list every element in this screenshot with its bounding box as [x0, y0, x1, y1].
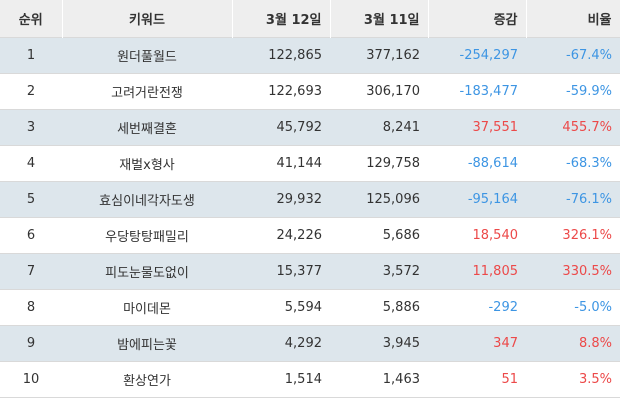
header-ratio: 비율: [526, 0, 620, 37]
table-row: 4 재벌x형사 41,144 129,758 -88,614 -68.3%: [0, 145, 620, 181]
cell-rank: 9: [26, 335, 36, 351]
cell-keyword: 세번째결혼: [117, 121, 177, 137]
cell-date2: 125,096: [366, 191, 420, 207]
cell-date2: 3,572: [382, 263, 420, 279]
cell-rank: 8: [26, 299, 36, 315]
cell-rank: 5: [26, 191, 36, 207]
cell-date1: 45,792: [276, 119, 323, 135]
cell-ratio: 330.5%: [562, 263, 612, 279]
table-row: 6 우당탕탕패밀리 24,226 5,686 18,540 326.1%: [0, 217, 620, 253]
table-row: 5 효심이네각자도생 29,932 125,096 -95,164 -76.1%: [0, 181, 620, 217]
cell-keyword: 고려거란전쟁: [111, 85, 183, 101]
cell-date2: 5,886: [382, 299, 420, 315]
cell-date2: 5,686: [382, 227, 420, 243]
table-row: 9 밤에피는꽃 4,292 3,945 347 8.8%: [0, 325, 620, 361]
cell-date2: 1,463: [382, 371, 420, 387]
header-date2: 3월 11일: [330, 0, 429, 37]
cell-date1: 122,865: [268, 47, 322, 63]
header-row: 순위 키워드 3월 12일 3월 11일 증감 비율: [0, 0, 620, 37]
cell-rank: 2: [26, 83, 36, 99]
cell-keyword: 마이데몬: [123, 301, 171, 317]
table-row: 10 환상연가 1,514 1,463 51 3.5%: [0, 361, 620, 397]
cell-keyword: 피도눈물도없이: [105, 265, 189, 281]
cell-rank: 1: [26, 47, 36, 63]
table-row: 3 세번째결혼 45,792 8,241 37,551 455.7%: [0, 109, 620, 145]
cell-rank: 4: [26, 155, 36, 171]
cell-ratio: 8.8%: [578, 335, 612, 351]
cell-keyword: 환상연가: [123, 373, 171, 389]
cell-diff: -88,614: [467, 155, 518, 171]
cell-diff: 51: [501, 371, 518, 387]
header-rank: 순위: [0, 0, 63, 37]
header-date1: 3월 12일: [232, 0, 331, 37]
cell-ratio: -5.0%: [574, 299, 612, 315]
cell-date2: 8,241: [382, 119, 420, 135]
table-row: 7 피도눈물도없이 15,377 3,572 11,805 330.5%: [0, 253, 620, 289]
cell-keyword: 밤에피는꽃: [117, 337, 177, 353]
cell-date2: 377,162: [366, 47, 420, 63]
header-keyword: 키워드: [62, 0, 233, 37]
cell-ratio: 455.7%: [562, 119, 612, 135]
table-row: 2 고려거란전쟁 122,693 306,170 -183,477 -59.9%: [0, 73, 620, 109]
cell-rank: 3: [26, 119, 36, 135]
cell-ratio: 3.5%: [578, 371, 612, 387]
table-row: 8 마이데몬 5,594 5,886 -292 -5.0%: [0, 289, 620, 325]
table-row: 1 원더풀월드 122,865 377,162 -254,297 -67.4%: [0, 37, 620, 73]
cell-keyword: 효심이네각자도생: [99, 193, 195, 209]
cell-ratio: -76.1%: [566, 191, 612, 207]
cell-diff: 11,805: [472, 263, 519, 279]
cell-diff: -183,477: [459, 83, 518, 99]
cell-date1: 41,144: [276, 155, 323, 171]
cell-date1: 122,693: [268, 83, 322, 99]
header-diff: 증감: [428, 0, 527, 37]
cell-rank: 7: [26, 263, 36, 279]
cell-rank: 10: [22, 371, 40, 387]
cell-diff: 347: [493, 335, 518, 351]
cell-keyword: 원더풀월드: [117, 49, 177, 65]
cell-date1: 5,594: [284, 299, 322, 315]
cell-diff: -254,297: [459, 47, 518, 63]
cell-date1: 29,932: [276, 191, 323, 207]
cell-keyword: 재벌x형사: [119, 157, 175, 173]
table-body: 1 원더풀월드 122,865 377,162 -254,297 -67.4% 2 고려거란전…: [0, 37, 620, 397]
cell-date1: 4,292: [284, 335, 322, 351]
cell-date2: 306,170: [366, 83, 420, 99]
cell-ratio: 326.1%: [562, 227, 612, 243]
cell-rank: 6: [26, 227, 36, 243]
cell-ratio: -68.3%: [566, 155, 612, 171]
cell-diff: -95,164: [467, 191, 518, 207]
cell-date1: 1,514: [284, 371, 322, 387]
cell-date1: 15,377: [276, 263, 323, 279]
cell-diff: 18,540: [472, 227, 519, 243]
cell-ratio: -59.9%: [566, 83, 612, 99]
cell-date1: 24,226: [276, 227, 323, 243]
cell-diff: 37,551: [472, 119, 519, 135]
cell-date2: 3,945: [382, 335, 420, 351]
table-header: 순위 키워드 3월 12일 3월 11일 증감 비율: [0, 0, 620, 37]
cell-keyword: 우당탕탕패밀리: [105, 229, 189, 245]
cell-diff: -292: [488, 299, 518, 315]
cell-ratio: -67.4%: [566, 47, 612, 63]
cell-date2: 129,758: [366, 155, 420, 171]
